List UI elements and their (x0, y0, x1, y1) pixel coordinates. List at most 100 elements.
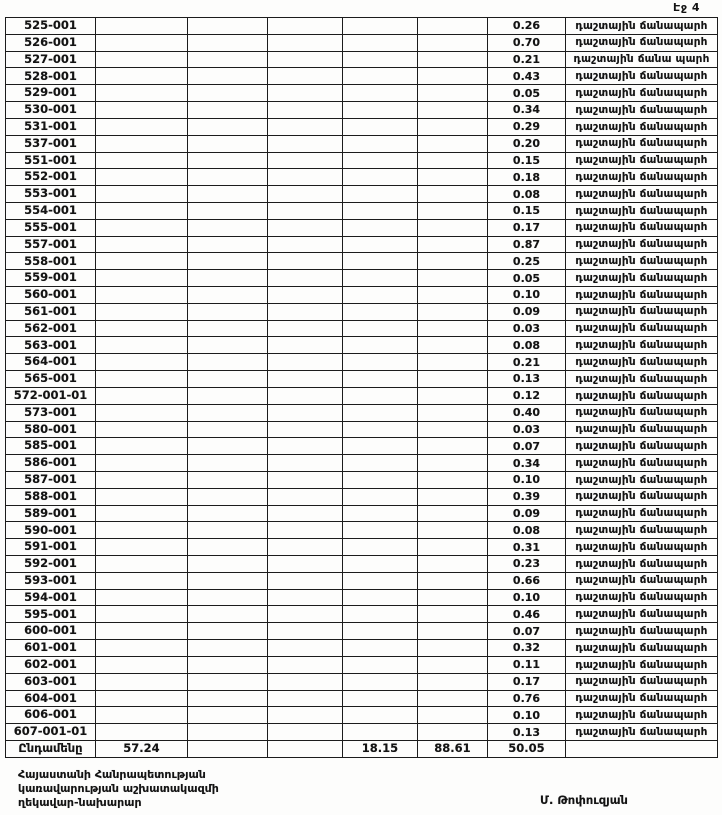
row-empty-cell (95, 17, 188, 35)
row-empty-cell (417, 689, 488, 708)
table-row: 529-001 0.05 դաշտային ճանապարհ (5, 84, 718, 103)
row-empty-cell (267, 538, 343, 556)
row-empty-cell (342, 504, 418, 523)
row-empty-cell (417, 117, 488, 136)
row-empty-cell (95, 723, 188, 741)
table-row: 589-001 0.09 դաշտային ճանապարհ (5, 504, 718, 523)
total-empty-cell (267, 739, 343, 759)
row-empty-cell (95, 655, 188, 674)
row-empty-cell (342, 235, 418, 254)
table-row: 557-001 0.87 դաշտային ճանապարհ (5, 235, 718, 254)
row-empty-cell (417, 538, 488, 556)
row-description: դաշտային ճանապարհ (565, 639, 718, 657)
row-empty-cell (417, 723, 488, 741)
page-number-label: Էջ 4 (673, 1, 700, 14)
row-description: դաշտային ճանապարհ (565, 622, 718, 641)
row-empty-cell (267, 521, 343, 540)
row-empty-cell (267, 84, 343, 103)
row-empty-cell (417, 504, 488, 523)
row-value: 0.46 (487, 605, 566, 624)
row-empty-cell (417, 67, 488, 86)
row-empty-cell (187, 571, 268, 590)
table-row: 558-001 0.25 դաշտային ճանապարհ (5, 252, 718, 271)
table-row: 555-001 0.17 դաշտային ճանապարհ (5, 218, 718, 237)
row-description: դաշտային ճանապարհ (565, 521, 718, 540)
row-empty-cell (187, 420, 268, 439)
table-row: 531-001 0.29 դաշտային ճանապարհ (5, 117, 718, 136)
row-description: դաշտային ճանապարհ (565, 269, 718, 287)
row-empty-cell (95, 504, 188, 523)
row-empty-cell (267, 386, 343, 405)
row-code: 585-001 (5, 437, 96, 456)
row-empty-cell (342, 437, 418, 456)
row-empty-cell (342, 134, 418, 153)
row-empty-cell (187, 538, 268, 556)
row-empty-cell (267, 17, 343, 35)
row-empty-cell (95, 302, 188, 321)
row-value: 0.17 (487, 218, 566, 237)
row-code: 560-001 (5, 286, 96, 304)
row-empty-cell (187, 655, 268, 674)
row-empty-cell (95, 487, 188, 506)
row-code: 527-001 (5, 50, 96, 69)
table-row: 607-001-01 0.13 դաշտային ճանապարհ (5, 723, 718, 741)
row-empty-cell (267, 655, 343, 674)
row-description: դաշտային ճանապարհ (565, 571, 718, 590)
table-row: 553-001 0.08 դաշտային ճանապարհ (5, 185, 718, 203)
row-value: 0.66 (487, 571, 566, 590)
row-code: 564-001 (5, 353, 96, 372)
row-empty-cell (342, 403, 418, 422)
row-description: դաշտային ճանապարհ (565, 218, 718, 237)
row-empty-cell (95, 269, 188, 287)
table-row: 527-001 0.21 դաշտային ճանա պարհ (5, 50, 718, 69)
row-empty-cell (95, 420, 188, 439)
table-row: 560-001 0.10 դաշտային ճանապարհ (5, 286, 718, 304)
row-code: 558-001 (5, 252, 96, 271)
row-empty-cell (187, 689, 268, 708)
row-description: դաշտային ճանապարհ (565, 655, 718, 674)
row-empty-cell (187, 302, 268, 321)
row-value: 0.15 (487, 151, 566, 170)
row-empty-cell (95, 706, 188, 725)
row-code: 593-001 (5, 571, 96, 590)
row-empty-cell (187, 723, 268, 741)
total-row: Ընդամենը 57.24 18.15 88.61 50.05 (5, 739, 718, 759)
table-row: 565-001 0.13 դաշտային ճանապարհ (5, 370, 718, 388)
row-empty-cell (187, 470, 268, 489)
row-empty-cell (342, 269, 418, 287)
row-empty-cell (342, 538, 418, 556)
row-empty-cell (267, 437, 343, 456)
row-empty-cell (267, 50, 343, 69)
row-empty-cell (417, 437, 488, 456)
row-code: 573-001 (5, 403, 96, 422)
row-empty-cell (267, 672, 343, 691)
row-empty-cell (267, 269, 343, 287)
row-empty-cell (187, 33, 268, 52)
row-empty-cell (95, 386, 188, 405)
row-empty-cell (187, 286, 268, 304)
row-value: 0.07 (487, 622, 566, 641)
row-value: 0.13 (487, 370, 566, 388)
row-empty-cell (342, 336, 418, 355)
row-empty-cell (417, 454, 488, 472)
row-empty-cell (95, 319, 188, 338)
table-row: 587-001 0.10 դաշտային ճանապարհ (5, 470, 718, 489)
row-empty-cell (342, 33, 418, 52)
row-description: դաշտային ճանապարհ (565, 588, 718, 607)
row-empty-cell (342, 302, 418, 321)
row-empty-cell (95, 588, 188, 607)
row-empty-cell (187, 487, 268, 506)
row-description: դաշտային ճանապարհ (565, 420, 718, 439)
row-empty-cell (267, 403, 343, 422)
row-value: 0.39 (487, 487, 566, 506)
signer-title-line: ղեկավար-նախարար (18, 796, 142, 809)
row-empty-cell (417, 353, 488, 372)
row-empty-cell (95, 538, 188, 556)
row-value: 0.08 (487, 185, 566, 203)
row-description: դաշտային ճանապարհ (565, 470, 718, 489)
table-row: 604-001 0.76 դաշտային ճանապարհ (5, 689, 718, 708)
row-code: 559-001 (5, 269, 96, 287)
row-empty-cell (187, 67, 268, 86)
row-description: դաշտային ճանապարհ (565, 336, 718, 355)
